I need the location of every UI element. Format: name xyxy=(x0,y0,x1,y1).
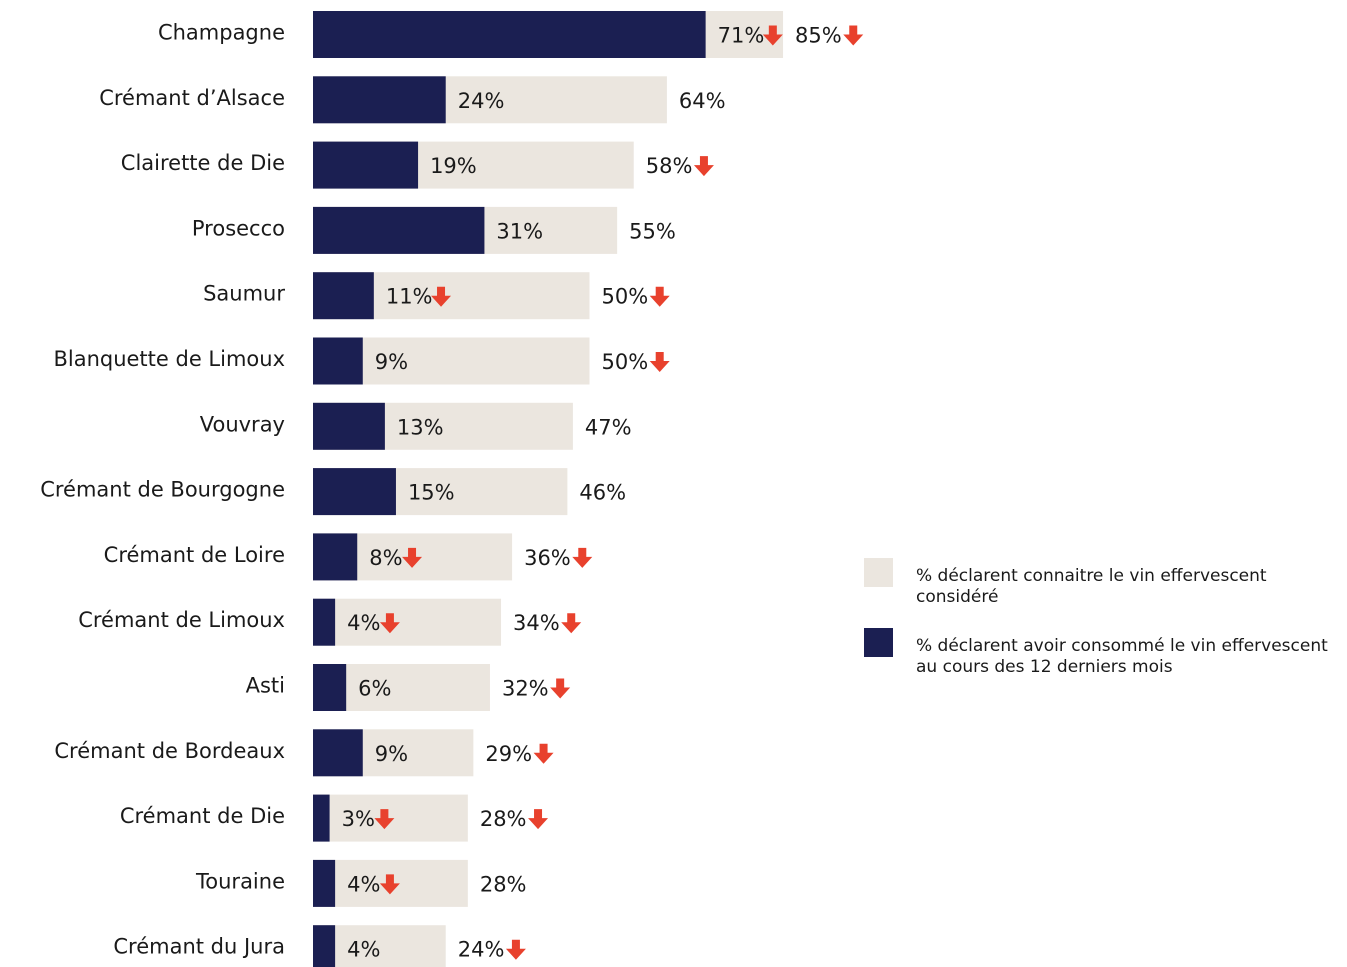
category-label: Saumur xyxy=(203,282,285,306)
consumed-value-label: 6% xyxy=(358,677,391,701)
known-value-label: 36% xyxy=(524,546,571,570)
consumed-value-label: 13% xyxy=(397,415,444,439)
consumed-value-label: 11% xyxy=(386,285,433,309)
legend-label-consumed: % déclarent avoir consommé le vin efferv… xyxy=(916,636,1328,677)
consumed-bar xyxy=(313,794,330,842)
category-label: Crémant de Limoux xyxy=(78,608,285,632)
consumed-bar xyxy=(313,533,358,581)
known-value-label: 32% xyxy=(502,677,549,701)
category-label: Champagne xyxy=(158,21,285,45)
consumed-value-label: 3% xyxy=(342,807,375,831)
consumed-bar xyxy=(313,337,363,385)
known-value-label: 28% xyxy=(480,872,527,896)
consumed-value-label: 15% xyxy=(408,481,455,505)
category-label: Crémant du Jura xyxy=(113,935,285,959)
category-label: Crémant de Bordeaux xyxy=(54,739,285,763)
known-value-label: 58% xyxy=(646,154,693,178)
known-down-arrow-icon xyxy=(505,939,526,960)
consumed-bar xyxy=(313,206,485,254)
known-value-label: 34% xyxy=(513,611,560,635)
consumed-down-arrow-icon xyxy=(762,25,783,46)
known-down-arrow-icon xyxy=(843,25,864,46)
category-labels: Champagne Crémant d’Alsace Clairette de Di… xyxy=(40,21,285,959)
legend-label-known: % déclarent connaitre le vin effervescen… xyxy=(916,566,1267,607)
consumed-value-label: 4% xyxy=(347,872,380,896)
category-label: Vouvray xyxy=(200,412,285,436)
known-value-label: 24% xyxy=(458,938,505,962)
known-down-arrow-icon xyxy=(561,613,582,634)
consumed-bar xyxy=(313,598,336,646)
consumed-bar xyxy=(313,272,374,320)
consumed-down-arrow-icon xyxy=(379,613,400,634)
consumed-down-arrow-icon xyxy=(379,874,400,895)
known-value-label: 50% xyxy=(602,350,649,374)
consumed-value-label: 4% xyxy=(347,611,380,635)
consumed-bar xyxy=(313,11,706,58)
category-label: Prosecco xyxy=(192,216,285,240)
consumed-value-label: 4% xyxy=(347,938,380,962)
category-label: Crémant de Loire xyxy=(104,543,285,567)
trend-arrows xyxy=(374,25,864,960)
value-labels: 71% 85% 24% 64% 19% 58% 31% 55% 11% 50% 9% 50% 13% 47… xyxy=(342,24,842,962)
consumed-bar xyxy=(313,141,419,189)
known-down-arrow-icon xyxy=(572,547,593,568)
known-value-label: 55% xyxy=(629,219,676,243)
consumed-value-label: 24% xyxy=(458,89,505,113)
consumed-bar xyxy=(313,925,336,967)
legend-swatch-consumed xyxy=(864,628,893,657)
known-value-label: 50% xyxy=(602,285,649,309)
consumed-value-label: 31% xyxy=(496,219,543,243)
consumed-bar xyxy=(313,402,385,450)
category-label: Touraine xyxy=(195,869,285,893)
known-value-label: 85% xyxy=(795,24,842,48)
consumed-bar xyxy=(313,664,347,711)
legend-swatch-known xyxy=(864,558,893,587)
consumed-down-arrow-icon xyxy=(402,547,423,568)
known-down-arrow-icon xyxy=(649,352,670,372)
known-value-label: 46% xyxy=(579,481,626,505)
legend: % déclarent connaitre le vin effervescen… xyxy=(864,556,1344,678)
known-value-label: 64% xyxy=(679,89,726,113)
legend-item-known: % déclarent connaitre le vin effervescen… xyxy=(864,556,1344,608)
known-down-arrow-icon xyxy=(533,743,554,764)
consumed-bar xyxy=(313,729,363,777)
consumed-bar xyxy=(313,859,336,907)
consumed-value-label: 9% xyxy=(375,350,408,374)
consumed-bars xyxy=(313,11,706,967)
legend-item-consumed: % déclarent avoir consommé le vin efferv… xyxy=(864,626,1344,678)
category-label: Crémant de Die xyxy=(120,804,285,828)
known-down-arrow-icon xyxy=(550,678,571,699)
consumed-value-label: 9% xyxy=(375,742,408,766)
consumed-value-label: 8% xyxy=(369,546,402,570)
known-value-label: 47% xyxy=(585,415,632,439)
known-down-arrow-icon xyxy=(693,156,714,177)
consumed-down-arrow-icon xyxy=(374,809,395,830)
known-bar xyxy=(313,598,502,646)
known-down-arrow-icon xyxy=(649,286,670,307)
category-label: Clairette de Die xyxy=(121,151,285,175)
consumed-bar xyxy=(313,468,396,516)
known-value-label: 28% xyxy=(480,807,527,831)
consumed-down-arrow-icon xyxy=(431,286,452,307)
consumed-value-label: 71% xyxy=(718,24,765,48)
consumed-bar xyxy=(313,76,446,124)
known-down-arrow-icon xyxy=(528,809,549,830)
category-label: Asti xyxy=(246,674,285,698)
category-label: Blanquette de Limoux xyxy=(53,347,285,371)
category-label: Crémant de Bourgogne xyxy=(40,478,285,502)
category-label: Crémant d’Alsace xyxy=(99,86,285,110)
known-value-label: 29% xyxy=(485,742,532,766)
consumed-value-label: 19% xyxy=(430,154,477,178)
